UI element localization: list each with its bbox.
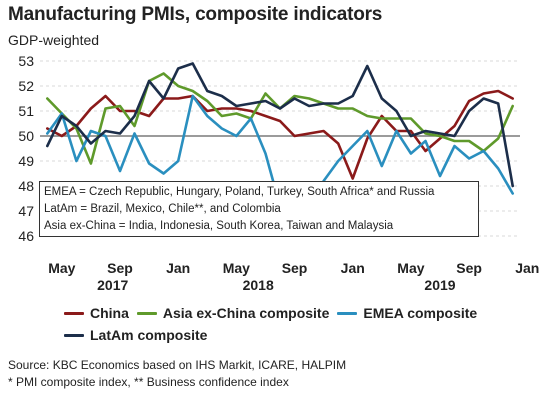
y-tick-label: 50 bbox=[18, 128, 34, 144]
y-tick-label: 46 bbox=[18, 228, 34, 244]
chart-subtitle: GDP-weighted bbox=[8, 32, 100, 48]
x-tick-label: Jan bbox=[341, 260, 365, 276]
line-chart: 46 47 48 49 50 51 52 53 May Sep Jan May Sep Jan May Se… bbox=[18, 53, 539, 293]
legend-label-emea: EMEA composite bbox=[363, 305, 478, 321]
note-asia: Asia ex-China = India, Indonesia, South … bbox=[44, 220, 394, 232]
source-note: Source: KBC Economics based on IHS Marki… bbox=[8, 357, 346, 391]
legend-label-china: China bbox=[90, 305, 129, 321]
x-tick-label: May bbox=[48, 260, 75, 276]
chart-title: Manufacturing PMIs, composite indicators bbox=[8, 4, 383, 25]
x-tick-label: Jan bbox=[515, 260, 539, 276]
x-tick-label: Sep bbox=[456, 260, 482, 276]
note-latam: LatAm = Brazil, Mexico, Chile**, and Col… bbox=[44, 203, 281, 215]
y-tick-label: 48 bbox=[18, 178, 34, 194]
legend-swatch-china bbox=[64, 311, 84, 315]
y-tick-label: 51 bbox=[18, 103, 34, 119]
y-tick-label: 52 bbox=[18, 78, 34, 94]
footnote-line: * PMI composite index, ** Business confi… bbox=[8, 375, 289, 389]
legend-asia: Asia ex-China composite bbox=[136, 302, 330, 324]
legend-swatch-emea bbox=[337, 311, 358, 315]
legend-label-latam: LatAm composite bbox=[90, 327, 208, 343]
series-line-3 bbox=[45, 62, 515, 188]
x-tick-label: Sep bbox=[107, 260, 133, 276]
x-tick-label: Sep bbox=[282, 260, 308, 276]
series-line-1 bbox=[45, 72, 515, 165]
country-notes: EMEA = Czech Republic, Hungary, Poland, … bbox=[39, 181, 479, 237]
y-tick-label: 47 bbox=[18, 203, 34, 219]
year-label: 2018 bbox=[243, 277, 274, 293]
x-axis-ticks: May Sep Jan May Sep Jan May Sep Jan bbox=[48, 260, 539, 276]
x-tick-label: May bbox=[397, 260, 424, 276]
x-tick-label: May bbox=[223, 260, 250, 276]
legend-emea: EMEA composite bbox=[337, 302, 477, 324]
source-line: Source: KBC Economics based on IHS Marki… bbox=[8, 358, 347, 372]
legend-latam: LatAm composite bbox=[64, 324, 207, 346]
y-tick-label: 53 bbox=[18, 53, 34, 69]
y-axis-ticks: 46 47 48 49 50 51 52 53 bbox=[18, 53, 34, 244]
year-labels: 2017 2018 2019 bbox=[97, 277, 456, 293]
legend-label-asia: Asia ex-China composite bbox=[162, 305, 330, 321]
legend: China Asia ex-China composite EMEA compo… bbox=[64, 302, 485, 346]
y-tick-label: 49 bbox=[18, 153, 34, 169]
note-emea: EMEA = Czech Republic, Hungary, Poland, … bbox=[44, 186, 435, 198]
year-label: 2017 bbox=[97, 277, 128, 293]
legend-china: China bbox=[64, 302, 129, 324]
legend-swatch-latam bbox=[64, 333, 84, 337]
legend-swatch-asia bbox=[136, 311, 157, 315]
x-tick-label: Jan bbox=[166, 260, 190, 276]
year-label: 2019 bbox=[424, 277, 455, 293]
